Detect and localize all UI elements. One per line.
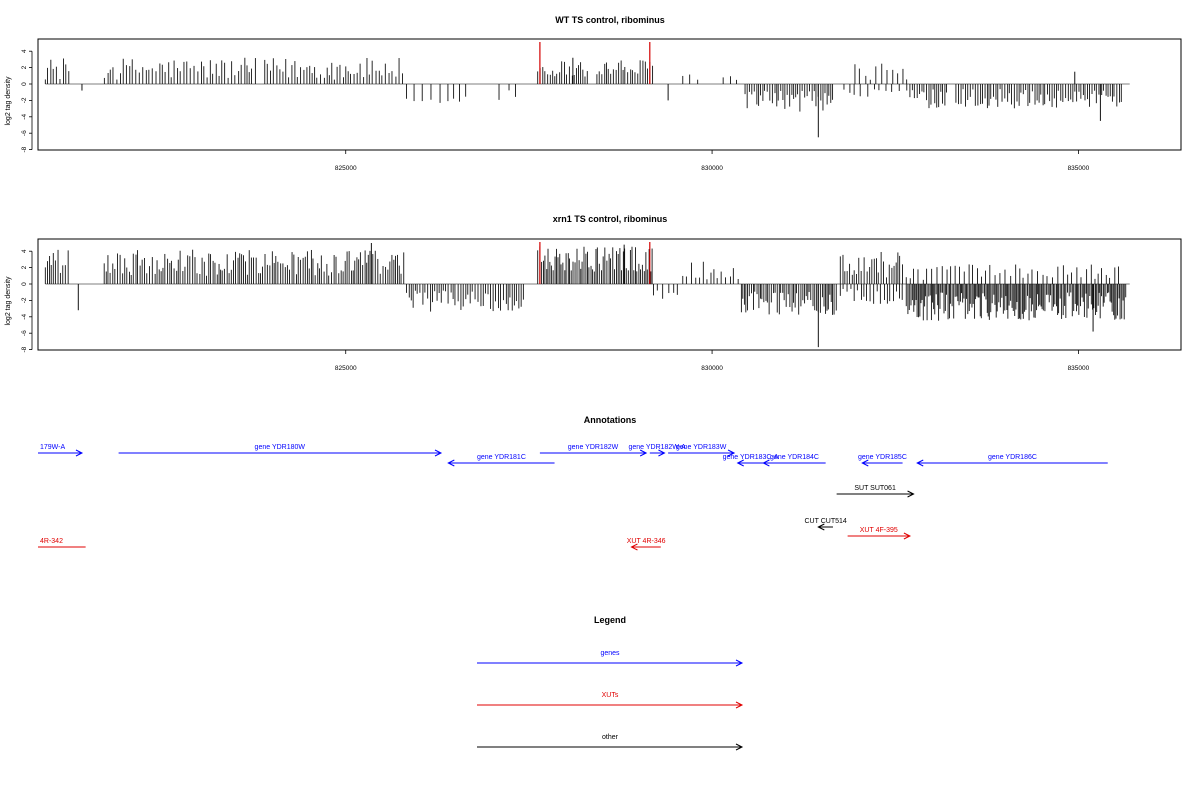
feature-arrow-head	[903, 532, 912, 540]
x-tick-label: 835000	[1068, 165, 1090, 172]
y-tick-label: -8	[21, 346, 28, 352]
feature: CUT CUT514	[805, 518, 847, 531]
feature-label: gene YDR182W-A	[628, 444, 686, 451]
legend-swatch-head	[735, 659, 744, 667]
feature: XUT 4F-395	[847, 527, 912, 540]
plot-frame	[37, 38, 1182, 151]
legend-label: XUTs	[602, 692, 619, 699]
annotations-track: Annotations 179W-A gene YDR180W gene YDR18…	[38, 415, 1108, 551]
annotations-title: Annotations	[584, 415, 637, 425]
x-tick-label: 835000	[1068, 365, 1090, 372]
legend-swatch-head	[735, 701, 744, 709]
y-tick-label: 0	[21, 282, 28, 286]
y-axis-label: log2 tag density	[5, 276, 12, 326]
feature: gene YDR180W	[118, 444, 443, 457]
feature-label: SUT SUT061	[854, 485, 896, 492]
feature: gene YDR182W-A	[628, 444, 686, 457]
x-tick-label: 825000	[335, 165, 357, 172]
feature: gene YDR186C	[916, 454, 1108, 467]
wt-tag-density-panel: WT TS control, ribominus log2 tag densit…	[5, 15, 1182, 172]
feature-arrow-head	[817, 523, 825, 531]
feature-label: gene YDR181C	[477, 454, 526, 461]
feature: XUT 4R-346	[627, 538, 666, 551]
feature-label: gene YDR182W	[568, 444, 619, 451]
feature-arrow-head	[736, 459, 744, 467]
x-tick-label: 825000	[335, 365, 357, 372]
feature: gene YDR182W	[539, 444, 648, 457]
x-tick-label: 830000	[701, 165, 723, 172]
feature-label: gene YDR184C	[770, 454, 819, 461]
legend: Legend genes XUTs other	[477, 615, 744, 751]
feature-arrow-head	[762, 459, 770, 467]
bar-series	[44, 57, 1130, 138]
bar-series	[44, 243, 1130, 348]
panel-title: xrn1 TS control, ribominus	[553, 214, 668, 224]
feature-label: 179W-A	[40, 444, 65, 451]
y-tick-label: -2	[21, 297, 28, 303]
y-tick-label: 4	[21, 49, 28, 53]
legend-items: genes XUTs other	[477, 650, 744, 751]
y-tick-label: -4	[21, 314, 28, 320]
y-tick-label: -6	[21, 130, 28, 136]
plot-frame	[37, 238, 1182, 351]
y-tick-label: -8	[21, 146, 28, 152]
feature: gene YDR183C-A	[723, 454, 779, 467]
feature-label: gene YDR183W	[676, 444, 727, 451]
y-axis-label: log2 tag density	[5, 76, 12, 126]
feature-label: gene YDR180W	[255, 444, 306, 451]
x-axis: 825000 830000 835000	[335, 150, 1090, 172]
feature-arrows: 179W-A gene YDR180W gene YDR181C gene YDR18…	[38, 444, 1108, 551]
feature-label: XUT 4R-346	[627, 538, 666, 545]
feature-arrow-head	[658, 449, 666, 457]
legend-title: Legend	[594, 615, 626, 625]
feature-arrow-head	[75, 449, 84, 457]
x-axis: 825000 830000 835000	[335, 350, 1090, 372]
y-tick-label: 2	[21, 265, 28, 269]
xrn1-tag-density-panel: xrn1 TS control, ribominus log2 tag dens…	[5, 214, 1182, 372]
feature-arrow-head	[447, 459, 455, 467]
feature-arrow-head	[639, 449, 648, 457]
feature: gene YDR185C	[858, 454, 907, 467]
feature-arrow-head	[630, 543, 638, 551]
panel-title: WT TS control, ribominus	[555, 15, 665, 25]
legend-label: genes	[600, 650, 620, 657]
y-tick-label: -6	[21, 330, 28, 336]
feature-label: XUT 4F-395	[860, 527, 898, 534]
legend-item: other	[477, 734, 744, 751]
feature-arrow-head	[916, 459, 924, 467]
feature-arrow-head	[727, 449, 736, 457]
x-tick-label: 830000	[701, 365, 723, 372]
legend-label: other	[602, 734, 619, 741]
feature: 179W-A	[38, 444, 84, 457]
feature: gene YDR184C	[762, 454, 826, 467]
feature-arrow-head	[434, 449, 443, 457]
y-tick-label: -2	[21, 97, 28, 103]
feature-label: gene YDR186C	[988, 454, 1037, 461]
legend-swatch-head	[735, 743, 744, 751]
legend-item: genes	[477, 650, 744, 667]
y-axis: 4 2 0 -2 -4 -6 -8	[21, 49, 33, 152]
feature-label: CUT CUT514	[805, 518, 847, 525]
y-axis: 4 2 0 -2 -4 -6 -8	[21, 249, 33, 352]
y-tick-label: 0	[21, 82, 28, 86]
feature-label: gene YDR185C	[858, 454, 907, 461]
y-tick-label: 4	[21, 249, 28, 253]
feature: gene YDR183W	[668, 444, 736, 457]
feature-arrow-head	[861, 459, 869, 467]
region-markers	[539, 242, 651, 284]
y-tick-label: -4	[21, 114, 28, 120]
feature-label: 4R-342	[40, 538, 63, 545]
feature-label: gene YDR183C-A	[723, 454, 779, 461]
region-markers	[539, 42, 651, 84]
feature: SUT SUT061	[836, 485, 915, 498]
feature-arrow-head	[907, 490, 915, 498]
feature: 4R-342	[38, 538, 86, 548]
y-tick-label: 2	[21, 65, 28, 69]
legend-item: XUTs	[477, 692, 744, 709]
feature: gene YDR181C	[447, 454, 555, 467]
